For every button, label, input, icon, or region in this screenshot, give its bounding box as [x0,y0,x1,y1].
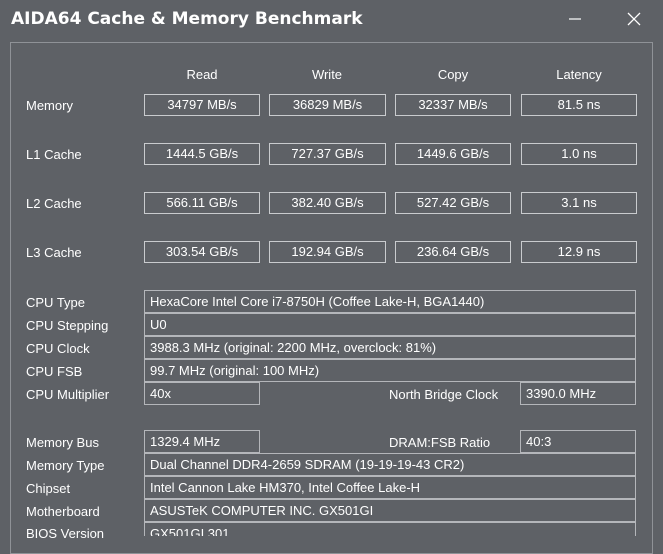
column-header-latency: Latency [556,67,602,82]
row-label: L1 Cache [26,147,82,162]
memory-bus-label: Memory Bus [26,435,99,450]
cpu-clock-label: CPU Clock [26,341,90,356]
motherboard-label: Motherboard [26,504,100,519]
l2-latency-value: 3.1 ns [521,192,637,214]
l3-read-value: 303.54 GB/s [144,241,260,263]
chipset-label: Chipset [26,481,71,496]
cpu-type-field: HexaCore Intel Core i7-8750H (Coffee Lak… [144,290,636,313]
l3-write-value: 192.94 GB/s [269,241,386,263]
window-title: AIDA64 Cache & Memory Benchmark [11,9,363,29]
memory-latency-value: 81.5 ns [521,94,637,116]
memory-type-label: Memory Type [26,458,105,473]
memory-write-value: 36829 MB/s [269,94,386,116]
l1-read-value: 1444.5 GB/s [144,143,260,165]
bios-version-field: GX501GI.301 [144,522,636,536]
cpu-clock-field: 3988.3 MHz (original: 2200 MHz, overcloc… [144,336,636,359]
row-label: L2 Cache [26,196,82,211]
cpu-stepping-label: CPU Stepping [26,318,109,333]
dram-fsb-ratio-label: DRAM:FSB Ratio [389,435,491,450]
close-button[interactable] [620,8,648,30]
memory-bus-field: 1329.4 MHz [144,430,260,453]
cpu-fsb-label: CPU FSB [26,364,83,379]
l1-latency-value: 1.0 ns [521,143,637,165]
l2-write-value: 382.40 GB/s [269,192,386,214]
l1-copy-value: 1449.6 GB/s [395,143,511,165]
north-bridge-clock-label: North Bridge Clock [389,387,499,402]
cpu-multiplier-label: CPU Multiplier [26,387,110,402]
dram-fsb-ratio-field: 40:3 [520,430,636,453]
column-header-write: Write [311,67,343,82]
l2-copy-value: 527.42 GB/s [395,192,511,214]
l1-write-value: 727.37 GB/s [269,143,386,165]
memory-copy-value: 32337 MB/s [395,94,511,116]
minimize-icon [569,18,581,20]
cpu-multiplier-field: 40x [144,382,260,405]
cpu-stepping-field: U0 [144,313,636,336]
memory-type-field: Dual Channel DDR4-2659 SDRAM (19-19-19-4… [144,453,636,476]
row-label: Memory [26,98,73,113]
memory-read-value: 34797 MB/s [144,94,260,116]
cpu-fsb-field: 99.7 MHz (original: 100 MHz) [144,359,636,382]
title-bar: AIDA64 Cache & Memory Benchmark [0,0,663,42]
chipset-field: Intel Cannon Lake HM370, Intel Coffee La… [144,476,636,499]
bios-version-label: BIOS Version [26,526,105,541]
row-label: L3 Cache [26,245,82,260]
close-icon [627,12,641,26]
motherboard-field: ASUSTeK COMPUTER INC. GX501GI [144,499,636,522]
l2-read-value: 566.11 GB/s [144,192,260,214]
column-header-copy: Copy [437,67,469,82]
l3-copy-value: 236.64 GB/s [395,241,511,263]
l3-latency-value: 12.9 ns [521,241,637,263]
column-header-read: Read [186,67,218,82]
north-bridge-clock-field: 3390.0 MHz [520,382,636,405]
minimize-button[interactable] [561,8,589,30]
cpu-type-label: CPU Type [26,295,86,310]
